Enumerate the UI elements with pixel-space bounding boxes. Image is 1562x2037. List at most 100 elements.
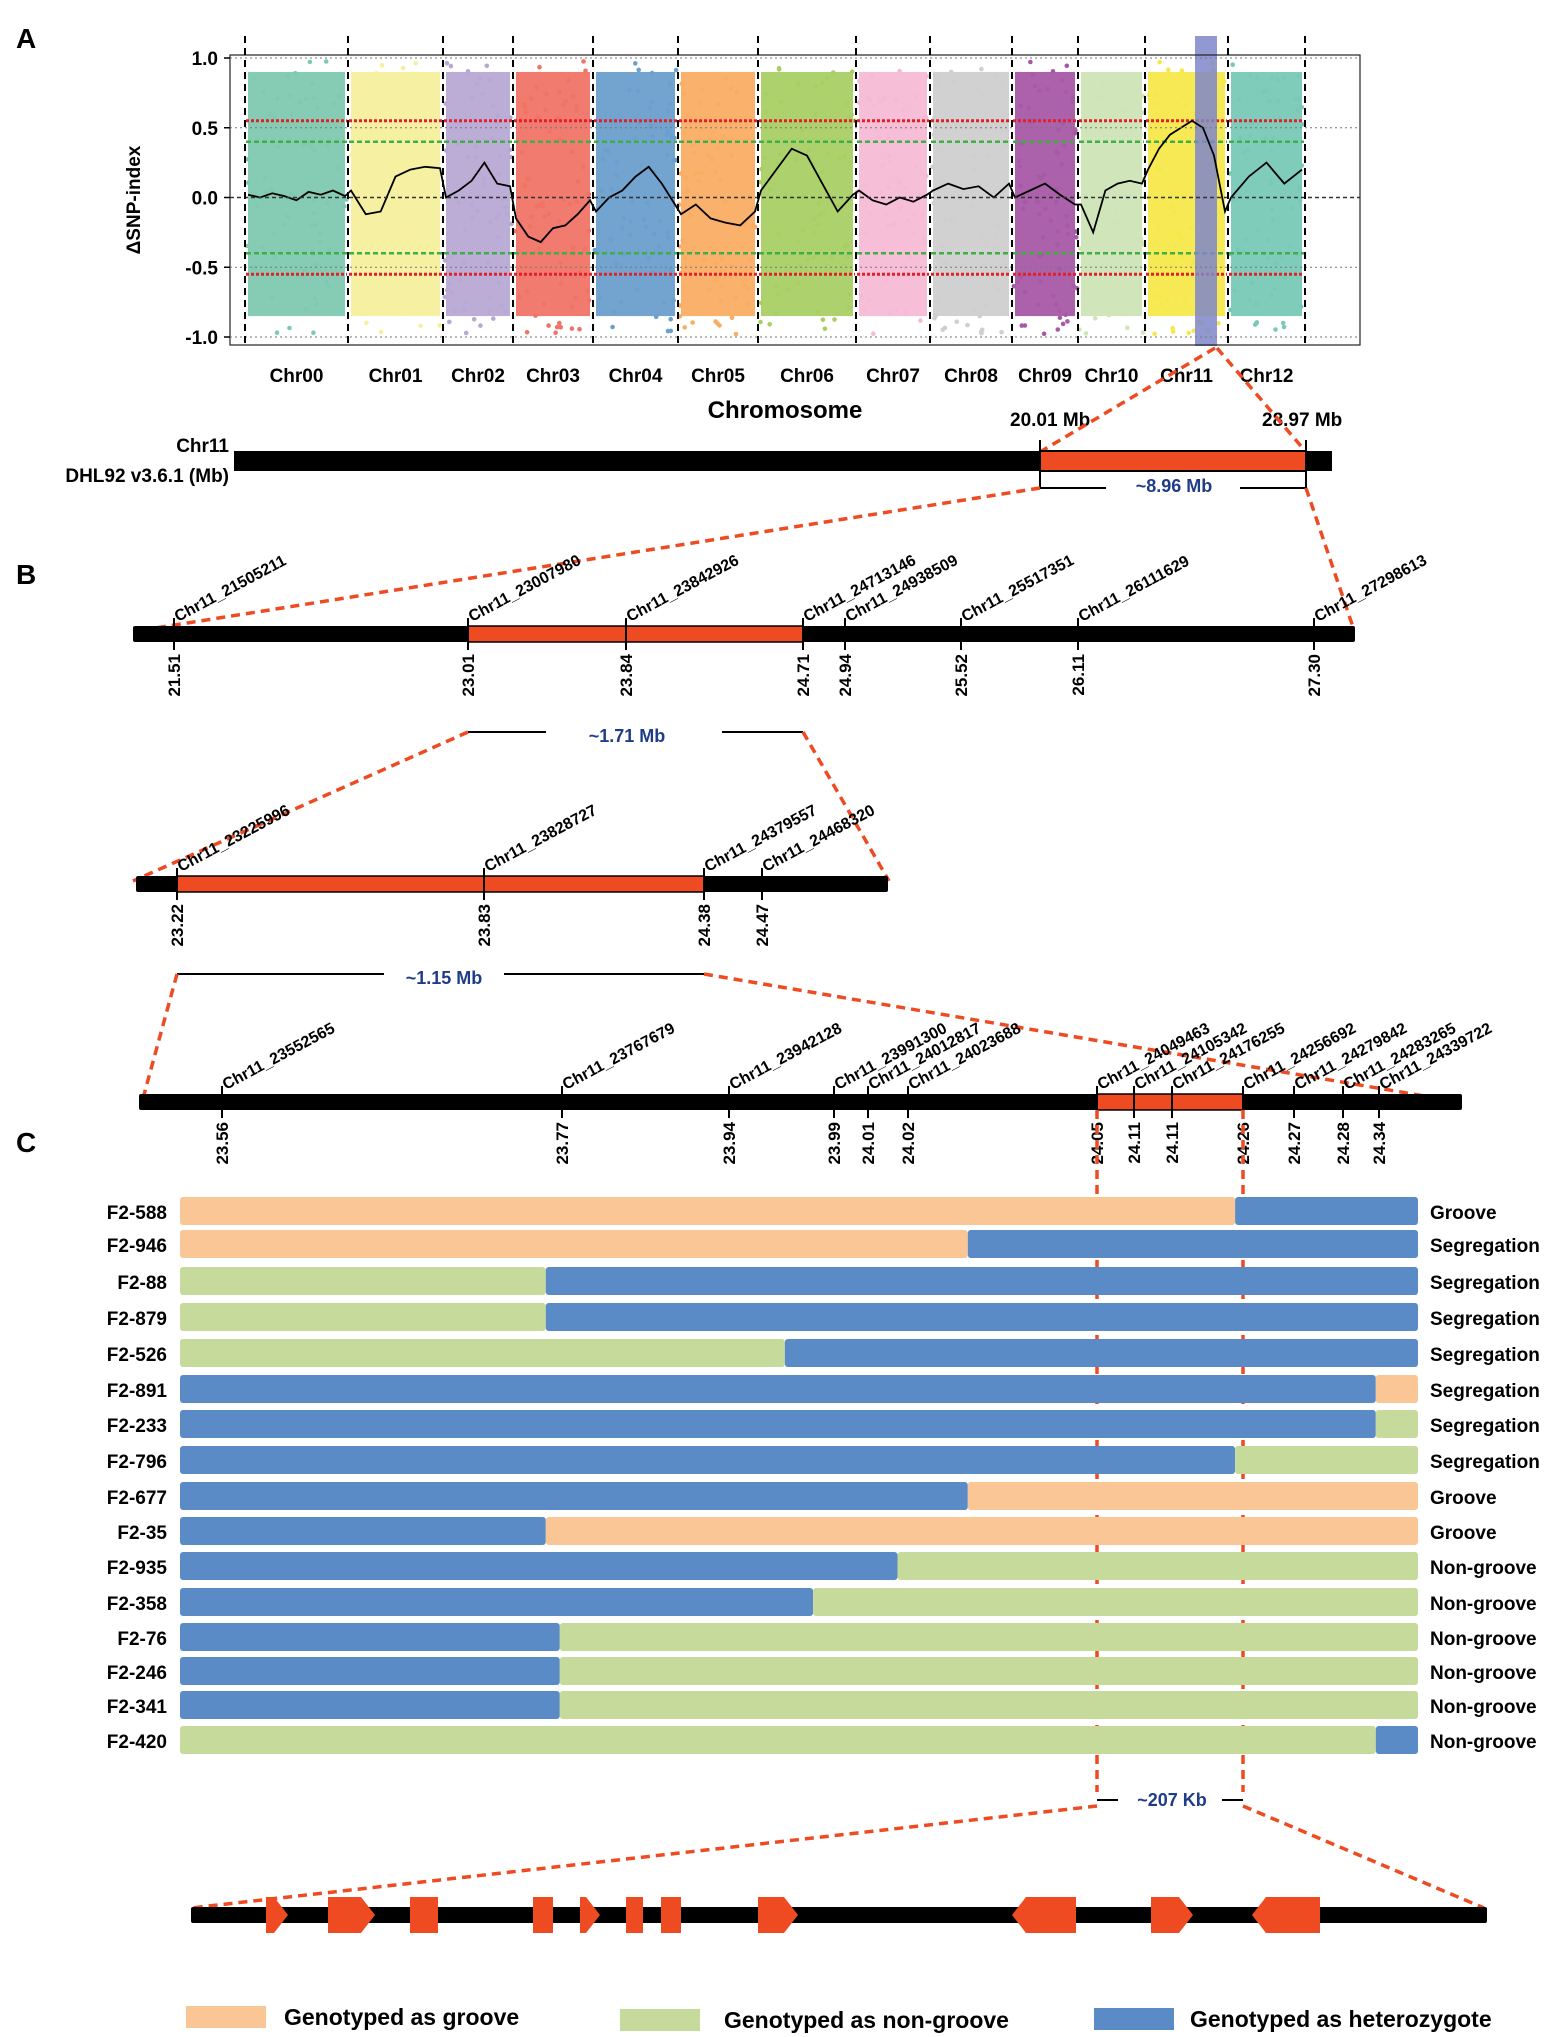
- snp-point: [541, 302, 547, 307]
- snp-point: [773, 283, 779, 289]
- snp-band-body: [1231, 71, 1302, 317]
- snp-point: [1140, 93, 1145, 99]
- snp-point: [875, 128, 881, 133]
- genotype-rows: F2-588 Groove F2-946 Segregation F2-88 Segreg…: [107, 1197, 1540, 1754]
- snp-point: [1102, 95, 1107, 100]
- snp-point: [848, 160, 854, 166]
- snp-point: [796, 280, 801, 286]
- snp-point: [867, 298, 872, 304]
- row-id: F2-796: [107, 1452, 167, 1473]
- row-phenotype: Segregation: [1430, 1381, 1540, 1402]
- snp-point: [1087, 296, 1092, 301]
- genotype-segment-non-groove: [559, 1623, 1418, 1651]
- snp-point: [395, 89, 401, 94]
- snp-point: [633, 136, 638, 142]
- snp-point: [948, 218, 953, 224]
- chromosome-band-chr08: [930, 66, 1011, 336]
- snp-point: [1158, 301, 1164, 307]
- snp-point: [1269, 75, 1274, 80]
- snp-point: [535, 115, 541, 120]
- snp-point: [432, 246, 438, 251]
- snp-point: [1268, 148, 1274, 154]
- snp-point: [542, 214, 547, 219]
- snp-point: [373, 107, 379, 112]
- row-phenotype: Groove: [1430, 1523, 1497, 1544]
- snp-point: [1061, 143, 1067, 148]
- snp-point: [448, 63, 454, 69]
- snp-point: [1002, 310, 1008, 316]
- snp-point: [462, 306, 467, 312]
- snp-point: [706, 153, 711, 158]
- snp-point: [719, 256, 725, 262]
- snp-point: [859, 293, 865, 298]
- marker-position: 21.51: [165, 654, 184, 697]
- snp-point: [1274, 260, 1279, 266]
- snp-point: [574, 199, 580, 205]
- snp-point: [544, 92, 549, 97]
- snp-point: [619, 299, 624, 305]
- snp-point: [867, 210, 872, 216]
- legend-heterozygote: Genotyped as heterozygote: [1190, 2006, 1492, 2032]
- marker-track-3: Chr11_23552565 23.56 Chr11_23767679 23.77 Ch…: [139, 1020, 1495, 1165]
- snp-point: [826, 151, 831, 156]
- snp-point: [1085, 303, 1091, 309]
- snp-point: [1152, 331, 1157, 337]
- snp-point: [774, 311, 779, 317]
- snp-point: [719, 283, 724, 289]
- snp-point: [1032, 83, 1038, 89]
- genotype-row: F2-76 Non-groove: [117, 1623, 1537, 1651]
- snp-point: [323, 59, 329, 64]
- snp-point: [889, 222, 894, 228]
- snp-point: [1104, 230, 1110, 236]
- genotype-row: F2-796 Segregation: [107, 1446, 1540, 1474]
- snp-point: [785, 287, 791, 292]
- gene-model-block: [626, 1897, 643, 1933]
- snp-point: [496, 212, 502, 217]
- snp-point: [665, 230, 670, 235]
- snp-point: [919, 171, 925, 176]
- chr11-map-name: Chr11: [176, 436, 229, 457]
- snp-point: [684, 189, 690, 194]
- snp-point: [411, 145, 416, 150]
- marker-position: 25.52: [952, 654, 971, 697]
- snp-point: [463, 299, 469, 305]
- snp-point: [540, 203, 546, 209]
- snp-point: [1059, 78, 1065, 83]
- x-tick-label: Chr08: [944, 366, 998, 387]
- snp-point: [496, 280, 502, 285]
- gene-model-block: [266, 1897, 288, 1933]
- row-phenotype: Segregation: [1430, 1345, 1540, 1366]
- zoom-line: [801, 731, 891, 882]
- snp-point: [574, 108, 579, 114]
- snp-point: [1098, 294, 1103, 299]
- snp-point: [778, 152, 784, 157]
- snp-point: [1028, 59, 1033, 65]
- snp-point: [489, 135, 495, 141]
- snp-point: [522, 105, 528, 110]
- snp-point: [307, 59, 313, 65]
- snp-point: [1035, 302, 1041, 308]
- snp-point: [1060, 121, 1066, 126]
- gene-model-block: [328, 1897, 375, 1933]
- snp-point: [1087, 130, 1092, 135]
- snp-point: [653, 314, 659, 320]
- snp-point: [778, 99, 784, 104]
- snp-point: [470, 215, 476, 220]
- snp-point: [437, 323, 443, 328]
- snp-point: [496, 171, 502, 177]
- snp-point: [508, 115, 513, 120]
- snp-point: [614, 261, 619, 267]
- snp-point: [1118, 107, 1124, 113]
- snp-point: [733, 331, 739, 337]
- snp-point: [1247, 297, 1253, 303]
- marker-position: 23.77: [553, 1122, 572, 1165]
- snp-point: [903, 311, 909, 317]
- snp-point: [775, 160, 780, 165]
- snp-point: [404, 84, 410, 89]
- snp-band-body: [859, 71, 927, 317]
- snp-point: [487, 295, 492, 301]
- chromosome-band-chr02: [442, 60, 514, 336]
- snp-point: [971, 308, 977, 313]
- chr11-map-assembly: DHL92 v3.6.1 (Mb): [65, 466, 229, 487]
- snp-point: [1054, 149, 1059, 155]
